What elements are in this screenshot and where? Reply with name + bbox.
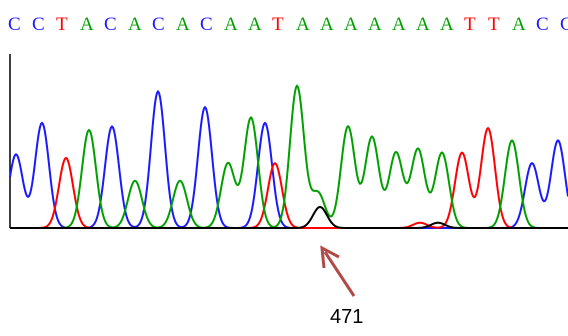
- base-call-A: A: [344, 14, 358, 35]
- base-call-A: A: [416, 14, 430, 35]
- trace-A: [10, 84, 568, 229]
- annotation-arrow-shaft: [323, 251, 356, 297]
- base-call-A: A: [392, 14, 406, 35]
- trace-G: [10, 205, 568, 229]
- base-call-C: C: [200, 14, 213, 35]
- annotation-arrow-head: [320, 245, 340, 269]
- base-call-A: A: [80, 14, 94, 35]
- base-call-C: C: [560, 14, 568, 35]
- base-call-T: T: [464, 14, 476, 35]
- position-label: 471: [330, 306, 364, 328]
- chromatogram-plot: [9, 54, 568, 229]
- base-call-A: A: [224, 14, 238, 35]
- base-call-C: C: [152, 14, 165, 35]
- base-call-T: T: [272, 14, 284, 35]
- base-call-A: A: [248, 14, 262, 35]
- base-call-T: T: [56, 14, 68, 35]
- base-call-A: A: [320, 14, 334, 35]
- base-call-C: C: [8, 14, 21, 35]
- base-call-C: C: [32, 14, 45, 35]
- base-call-A: A: [128, 14, 142, 35]
- base-call-A: A: [368, 14, 382, 35]
- base-call-A: A: [176, 14, 190, 35]
- base-call-A: A: [440, 14, 454, 35]
- base-call-C: C: [104, 14, 117, 35]
- base-call-A: A: [296, 14, 310, 35]
- base-call-T: T: [488, 14, 500, 35]
- base-call-A: A: [512, 14, 526, 35]
- base-call-C: C: [536, 14, 549, 35]
